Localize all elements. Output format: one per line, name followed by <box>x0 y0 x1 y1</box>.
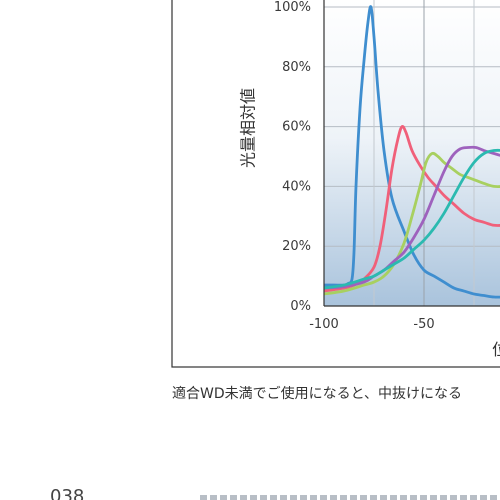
page-number: 038 <box>50 486 85 500</box>
series-line-5 <box>324 148 500 290</box>
y-tick-label: 100% <box>274 0 311 15</box>
y-tick-label: 20% <box>282 239 311 254</box>
x-axis-label-fragment: 位 <box>492 340 500 359</box>
series-line-1 <box>324 5 500 299</box>
y-tick-label: 80% <box>282 60 311 75</box>
y-tick-label: 60% <box>282 120 311 135</box>
y-tick-label: 40% <box>282 179 311 194</box>
series-line-3 <box>324 151 500 296</box>
series-lines <box>324 5 500 299</box>
caption: 適合WD未満でご使用になると、中抜けになる <box>172 386 463 402</box>
chart-frame <box>171 0 500 368</box>
y-tick-labels: 0% 20% 40% 60% 80% 100% <box>274 0 311 314</box>
y-axis-label: 光量相対値 <box>239 88 258 168</box>
footer-text-band <box>200 495 500 500</box>
y-tick-label: 0% <box>290 299 311 314</box>
x-tick-labels: -100 -50 <box>309 317 434 332</box>
x-tick-label: -100 <box>309 317 339 332</box>
x-tick-label: -50 <box>413 317 434 332</box>
